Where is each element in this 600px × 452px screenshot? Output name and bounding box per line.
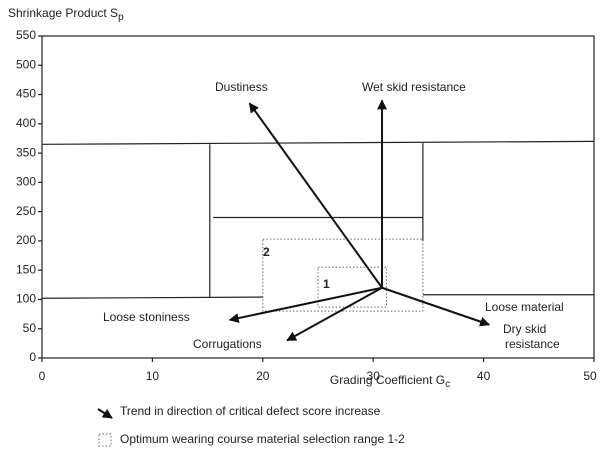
x-tick-label: 40 [477,369,491,383]
arrow-label: Corrugations [193,337,262,351]
legend-text: Trend in direction of critical defect sc… [120,404,381,418]
y-tick-label: 0 [29,350,36,364]
arrow-label: Dustiness [215,80,268,94]
selection-range [262,238,424,312]
zone-boundary [41,140,595,145]
trend-arrow [286,286,383,342]
annotation: Loose material [485,300,564,314]
trend-arrow [228,286,383,323]
x-tick-label: 20 [256,369,270,383]
x-axis-title: Grading Coefficient Gc [330,373,450,389]
arrow-label: resistance [505,337,560,351]
arrow-label: Dry skid [503,322,546,336]
y-tick-label: 50 [23,321,37,335]
trend-arrow [248,102,383,289]
range-label: 2 [263,245,270,259]
legend-box [98,433,112,447]
y-tick-label: 350 [16,145,36,159]
y-tick-label: 200 [16,233,36,247]
y-tick-label: 300 [16,175,36,189]
y-tick-label: 400 [16,116,36,130]
x-tick-label: 50 [583,369,597,383]
x-tick-label: 0 [39,369,46,383]
legend-text: Optimum wearing course material selectio… [120,432,405,446]
x-tick-label: 30 [367,369,381,383]
selection-range [317,266,387,308]
y-tick-label: 150 [16,262,36,276]
arrow-label: Wet skid resistance [362,80,466,94]
legend: Trend in direction of critical defect sc… [97,404,405,447]
y-axis-title: Shrinkage Product Sp [8,6,124,22]
y-tick-label: 550 [16,28,36,42]
plot-frame [41,35,595,359]
zone-boundary [41,296,263,299]
range-label: 1 [323,277,330,291]
x-tick-label: 10 [146,369,160,383]
arrow-label: Loose stoniness [103,310,190,324]
legend-arrow [97,408,113,419]
y-tick-label: 100 [16,292,36,306]
y-tick-label: 500 [16,57,36,71]
y-tick-label: 450 [16,87,36,101]
y-tick-label: 250 [16,204,36,218]
trend-arrow [381,286,491,327]
